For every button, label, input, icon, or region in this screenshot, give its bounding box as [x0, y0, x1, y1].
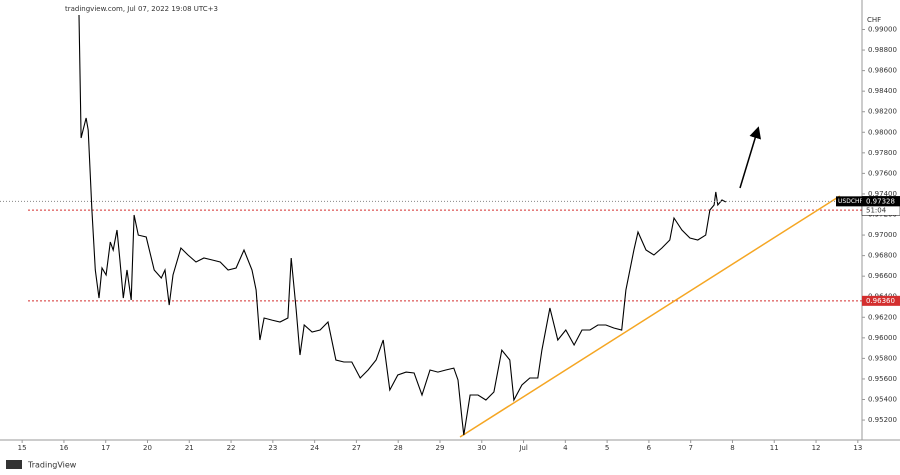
- x-tick-label: 16: [59, 444, 68, 452]
- x-tick-label: 28: [394, 444, 403, 452]
- x-tick-label: 7: [688, 444, 692, 452]
- x-tick-label: 15: [18, 444, 27, 452]
- y-tick-label: 0.98200: [868, 108, 897, 116]
- y-tick-label: 0.96600: [868, 272, 897, 280]
- y-tick-label: 0.99000: [868, 25, 897, 33]
- x-tick-label: 22: [227, 444, 236, 452]
- x-tick-label: 8: [730, 444, 734, 452]
- name-tag: [836, 196, 862, 207]
- y-tick-label: 0.97400: [868, 190, 897, 198]
- y-tick-label: 0.97600: [868, 169, 897, 177]
- y-tick-label: 0.97800: [868, 149, 897, 157]
- y-tick-label: 0.95800: [868, 354, 897, 362]
- currency: CHF: [867, 16, 881, 24]
- y-tick-label: 0.98600: [868, 67, 897, 75]
- x-tick-label: 17: [101, 444, 110, 452]
- y-tick-label: 0.98400: [868, 87, 897, 95]
- y-tick-label: 0.95400: [868, 396, 897, 404]
- header: tradingview.com, Jul 07, 2022 19:08 UTC+…: [65, 5, 218, 13]
- arrow: [739, 126, 761, 189]
- x-tick-label: 6: [647, 444, 652, 452]
- series-name: USDCHF: [838, 198, 864, 205]
- x-tick-label: 23: [268, 444, 277, 452]
- x-tick-label: 29: [436, 444, 445, 452]
- y-tick-label: 0.96200: [868, 313, 897, 321]
- x-tick-label: Jul: [518, 444, 528, 452]
- y-tick-label: 0.95200: [868, 416, 897, 424]
- level-label: 0.96360: [866, 297, 895, 305]
- x-tick-label: 21: [185, 444, 194, 452]
- x-tick-label: 24: [310, 444, 319, 452]
- y-tick-label: 0.96000: [868, 334, 897, 342]
- x-tick-label: 11: [770, 444, 779, 452]
- last-price: 0.97328: [866, 197, 895, 205]
- x-tick-label: 20: [143, 444, 152, 452]
- x-tick-label: 27: [352, 444, 361, 452]
- x-tick-label: 30: [477, 444, 486, 452]
- level-tag: [862, 295, 900, 306]
- y-tick-label: 0.96800: [868, 252, 897, 260]
- y-tick-label: 0.97000: [868, 231, 897, 239]
- x-tick-label: 5: [605, 444, 609, 452]
- y-tick-label: 0.98800: [868, 46, 897, 54]
- trendline: [459, 195, 841, 438]
- price-line: [78, 14, 727, 436]
- x-tick-label: 12: [812, 444, 821, 452]
- y-tick-label: 0.95600: [868, 375, 897, 383]
- price-tag-top: [862, 196, 900, 207]
- y-tick-label: 0.98000: [868, 128, 897, 136]
- x-tick-label: 13: [853, 444, 862, 452]
- logo: [6, 460, 22, 469]
- countdown: 51:04: [866, 206, 887, 214]
- x-tick-label: 4: [563, 444, 568, 452]
- brand: TradingView: [27, 461, 77, 470]
